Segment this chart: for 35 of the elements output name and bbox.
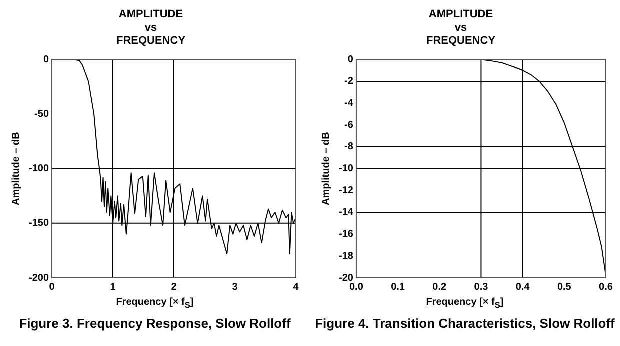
chart-title: AMPLITUDE vs FREQUENCY — [426, 8, 496, 48]
x-tick-label: 0.1 — [391, 282, 406, 293]
y-tick-label: -8 — [344, 142, 354, 153]
x-tick-label: 0.2 — [432, 282, 448, 293]
x-tick-label: 0.6 — [599, 282, 614, 293]
y-tick-label: -16 — [339, 229, 354, 240]
y-tick-label: -14 — [339, 207, 354, 218]
x-tick-label: 4 — [293, 282, 300, 293]
x-tick-label: 0.5 — [557, 282, 572, 293]
y-tick-label: -200 — [29, 272, 50, 284]
x-tick-label: 2 — [171, 282, 178, 293]
x-tick-label: 3 — [232, 282, 238, 293]
chart-title: AMPLITUDE vs FREQUENCY — [116, 8, 186, 48]
caption: Figure 4. Transition Characteristics, Slow Rolloff — [314, 316, 616, 331]
x-tick-label: 0.0 — [350, 282, 364, 293]
y-tick-label: 0 — [348, 54, 354, 66]
y-tick-label: -20 — [339, 272, 354, 284]
y-tick-label: -150 — [29, 218, 50, 230]
y-tick-label: -2 — [344, 76, 354, 88]
x-tick-label: 0.4 — [516, 282, 530, 293]
y-tick-label: -6 — [344, 120, 354, 131]
y-axis-title: Amplitude – dB — [320, 132, 332, 206]
x-tick-label: 1 — [110, 282, 116, 293]
x-axis-title: Frequency [× f$_{S}$] — [115, 296, 195, 310]
caption: Figure 3. Frequency Response, Slow Rolloff — [18, 316, 292, 331]
y-tick-label: 0 — [43, 54, 50, 66]
y-tick-label: -10 — [339, 164, 354, 175]
y-tick-label: -4 — [344, 98, 354, 110]
y-tick-label: -100 — [29, 164, 50, 175]
x-axis-title: Frequency [× f$_{S}$] — [425, 296, 505, 310]
y-axis-title: Amplitude – dB — [10, 132, 22, 206]
y-tick-label: -12 — [339, 185, 354, 196]
x-tick-label: 0.3 — [474, 282, 489, 293]
y-tick-label: -50 — [34, 108, 50, 120]
y-tick-label: -18 — [339, 250, 354, 262]
